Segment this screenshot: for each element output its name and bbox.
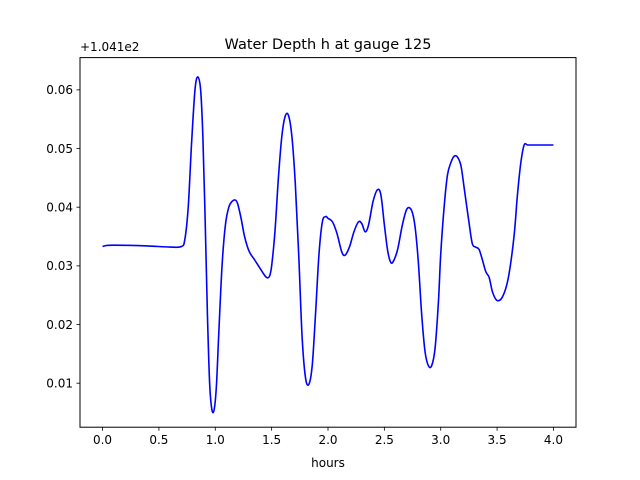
x-tick-label: 3.5 xyxy=(488,433,507,447)
x-tick-label: 2.5 xyxy=(375,433,394,447)
x-tick-label: 1.5 xyxy=(262,433,281,447)
x-tick-label: 0.5 xyxy=(149,433,168,447)
y-tick-label: 0.06 xyxy=(46,83,73,97)
y-tick-label: 0.04 xyxy=(46,201,73,215)
plot-frame xyxy=(79,57,577,428)
x-tick-label: 2.0 xyxy=(318,433,337,447)
y-axis-ticks: 0.01 0.02 0.03 0.04 0.05 0.06 xyxy=(46,83,80,391)
x-tick-label: 3.0 xyxy=(431,433,450,447)
y-tick-label: 0.01 xyxy=(46,377,73,391)
x-axis-ticks: 0.0 0.5 1.0 1.5 2.0 2.5 3.0 3.5 4.0 xyxy=(93,427,563,447)
x-tick-label: 0.0 xyxy=(93,433,112,447)
x-tick-label: 1.0 xyxy=(206,433,225,447)
plot-content xyxy=(102,76,554,414)
y-tick-label: 0.03 xyxy=(46,259,73,273)
y-tick-label: 0.05 xyxy=(46,142,73,156)
chart-title: Water Depth h at gauge 125 xyxy=(225,37,432,53)
y-axis-offset-label: +1.041e2 xyxy=(80,40,139,54)
series-line-0 xyxy=(102,76,554,414)
x-tick-label: 4.0 xyxy=(544,433,563,447)
y-tick-label: 0.02 xyxy=(46,318,73,332)
x-axis-label: hours xyxy=(311,456,345,470)
